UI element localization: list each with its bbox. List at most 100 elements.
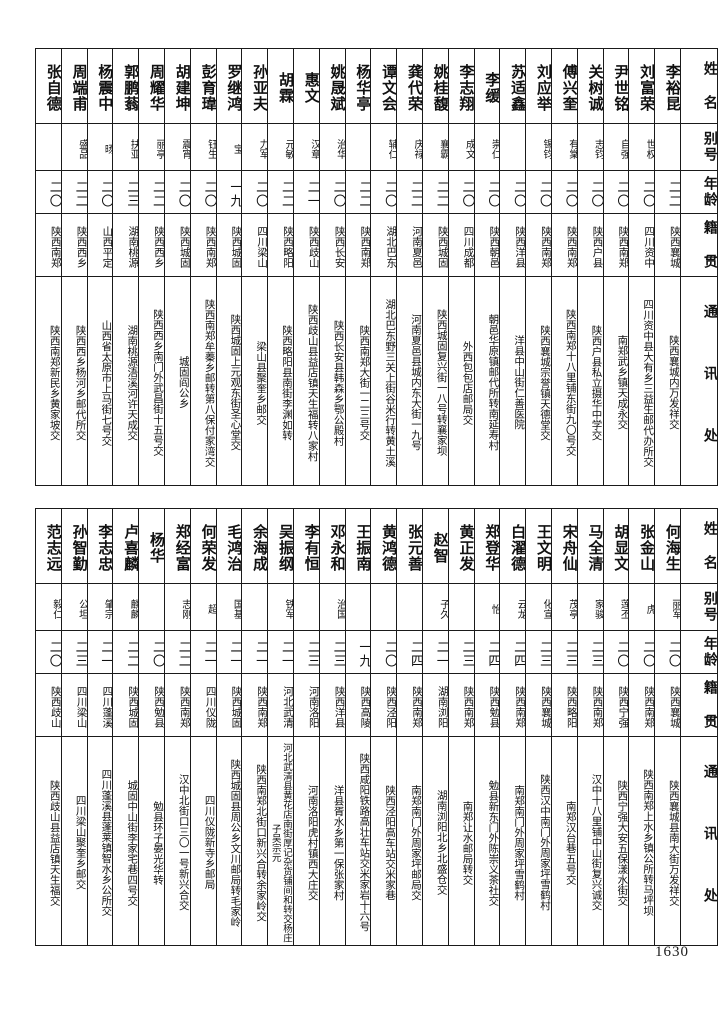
age-text: 二三 [459,640,475,668]
roster-row-age: 年龄 二〇 二〇 二〇 二三 二三 二三 二四 二四 二三 二一 二四 二〇 一九 二三 二三 二一 二一 二一 二一… [35,630,718,674]
name-text: 张自德 [44,63,62,112]
addr-text: 外西包包店邮局交 [461,340,474,425]
cell-origin: 四川仪陇 [189,673,217,737]
cell-origin: 四川成都 [447,213,475,277]
addr-text: 陕西襄城内万发祥交 [667,335,680,430]
addr-text: 陕西城固上元观东街圣心堂交 [229,314,242,451]
cell-addr: 勉县环子晏光华转 [138,736,165,946]
cell-addr: 陕西南郑北街口新兴合转余家岭交 [241,736,269,946]
cell-alias [35,123,62,171]
cell-origin: 四川蓬溪 [86,673,114,737]
cell-addr: 四川资中县大有乡三益生邮代办所交 [628,276,656,486]
cell-name: 关树诚 [576,48,604,124]
cell-origin: 陕西勉县 [473,673,501,737]
origin-text: 陕西洋县 [333,685,346,728]
addr-text: 陕西城固复兴街一八号转襄家坝 [435,309,448,456]
cell-name: 邓永和 [318,508,346,584]
cell-name: 罗继鸿 [215,48,243,124]
alias-text [372,585,396,630]
cell-addr: 洋县中山街仁善医院 [499,276,527,486]
name-text: 郑登华 [483,523,500,572]
cell-name: 张元善 [396,508,423,584]
cell-name: 王文明 [525,508,552,584]
cell-origin: 陕西洋县 [499,213,527,277]
cell-name: 杨震中 [86,48,114,124]
cell-name: 郑登华 [473,508,501,584]
age-text: 二〇 [614,640,629,668]
cell-alias [654,123,681,171]
cell-addr: 汉中十八里铺中山街复兴诚交 [576,736,604,946]
age-text: 二四 [407,640,423,668]
cell-addr: 城固阎公乡 [163,276,191,486]
roster-row-origin: 籍 贯陕西襄城 四川资中 陕西南郑 陕西户县 陕西南郑 陕西南郑 陕西洋县 陕西朝邑 四川成都陕… [35,213,718,277]
cell-addr: 湖南浏阳北乡北盛仓交 [421,736,449,946]
cell-origin: 四川梁山 [60,673,88,737]
addr-text: 山西省太原市上马街七号交 [100,319,113,446]
cell-name: 周耀华 [138,48,165,124]
cell-age: 二二 [138,170,165,214]
cell-age: 一九 [344,630,372,674]
cell-age: 二二 [396,170,423,214]
cell-alias: 自强 [602,123,630,171]
age-text: 二〇 [46,640,62,668]
name-text: 王振南 [354,523,371,572]
cell-age: 二〇 [241,170,269,214]
origin-text: 陕西长安 [333,225,346,268]
cell-name: 姚桂馥 [421,48,449,124]
cell-age: 二三 [60,630,88,674]
cell-alias [447,583,475,631]
alias-text: 世权 [644,138,655,159]
cell-alias: 家骏 [576,583,604,631]
addr-text: 陕西咸阳铁路高壮车站交米家岩十六号 [358,753,371,932]
addr-text: 陕西汉中南门外周家坪雪鹤村 [538,774,551,911]
cell-alias: 庆禄 [396,123,423,171]
cell-origin: 陕西南郑 [525,213,552,277]
alias-text [294,585,318,630]
name-text: 张金山 [638,523,655,572]
age-text: 二〇 [201,180,217,208]
cell-age: 二一 [215,630,243,674]
cell-age: 二三 [576,630,604,674]
cell-alias: 汉章 [292,123,320,171]
origin-text: 陕西歧山 [307,225,320,268]
roster-row-name: 姓 名 何海生 张金山 胡显文 马全清 宋舟仙 王文明 白濯德 郑登华 黄正发 赵智 张元善 黄鸿德 王振… [35,508,718,584]
cell-origin: 河南洛阳 [292,673,320,737]
name-text: 郑经富 [173,523,191,572]
cell-alias: 成文 [447,123,475,171]
roster-body: 姓 名 何海生 张金山 胡显文 马全清 宋舟仙 王文明 白濯德 郑登华 黄正发 赵智 张元善 黄鸿德 王振… [35,508,718,946]
row-header-label: 籍 贯 [701,680,718,730]
alias-text: 辅仁 [386,138,397,159]
age-text: 二〇 [614,180,629,208]
alias-text: 庆禄 [411,138,423,159]
name-text: 李有恒 [302,523,320,572]
origin-text: 四川蓬溪 [101,685,113,728]
cell-origin: 四川资中 [628,213,656,277]
cell-alias: 国基 [215,583,243,631]
cell-name: 姚晟斌 [318,48,346,124]
name-text: 郭鹏蓊 [122,63,139,112]
cell-age: 二三 [447,630,475,674]
cell-origin: 陕西南郑 [550,213,578,277]
age-text: 二一 [227,640,242,668]
cell-name: 苏适鑫 [499,48,527,124]
name-text: 姚桂馥 [431,63,449,112]
addr-text: 湖北巴东野三关上街谷米行转黄土溪 [384,298,397,467]
name-text: 毛鸿治 [225,523,242,572]
origin-text: 四川成都 [462,225,475,268]
addr-text: 城固中山街李家宅巷四号交 [126,779,139,906]
origin-text: 四川资中 [643,225,655,268]
cell-addr: 外西包包店邮局交 [447,276,475,486]
addr-text: 南郑南门外周家坪邮局交 [409,784,422,901]
cell-alias: 毅仁 [35,583,62,631]
age-text: 二一 [201,640,217,668]
cell-age: 二二 [60,170,88,214]
cell-alias: 子久 [421,583,449,631]
alias-text [346,125,370,170]
addr-text: 汉中十八里铺中山街复兴诚交 [590,774,603,911]
name-text: 何海生 [663,523,681,572]
page-number: 1630 [655,944,689,960]
age-text: 二〇 [665,640,681,668]
name-text: 杨华 [147,531,165,564]
cell-origin: 陕西户县 [576,213,604,277]
age-text: 二〇 [640,640,655,668]
